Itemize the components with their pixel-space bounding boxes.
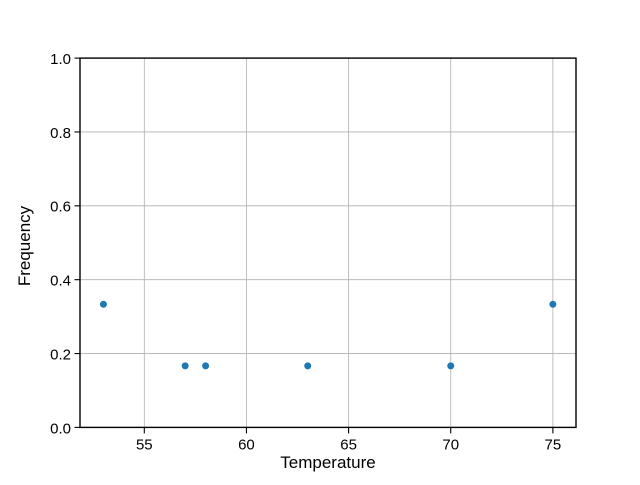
svg-text:1.0: 1.0 [50, 51, 71, 68]
svg-text:75: 75 [545, 436, 562, 453]
svg-text:55: 55 [136, 436, 153, 453]
svg-text:60: 60 [238, 436, 255, 453]
svg-text:Temperature: Temperature [280, 453, 375, 472]
svg-text:0.4: 0.4 [50, 273, 71, 290]
svg-text:0.2: 0.2 [50, 346, 71, 363]
svg-text:65: 65 [340, 436, 357, 453]
svg-text:70: 70 [442, 436, 459, 453]
svg-text:Frequency: Frequency [15, 205, 34, 286]
svg-text:0.6: 0.6 [50, 199, 71, 216]
svg-text:0.0: 0.0 [50, 420, 71, 437]
svg-text:0.8: 0.8 [50, 125, 71, 142]
